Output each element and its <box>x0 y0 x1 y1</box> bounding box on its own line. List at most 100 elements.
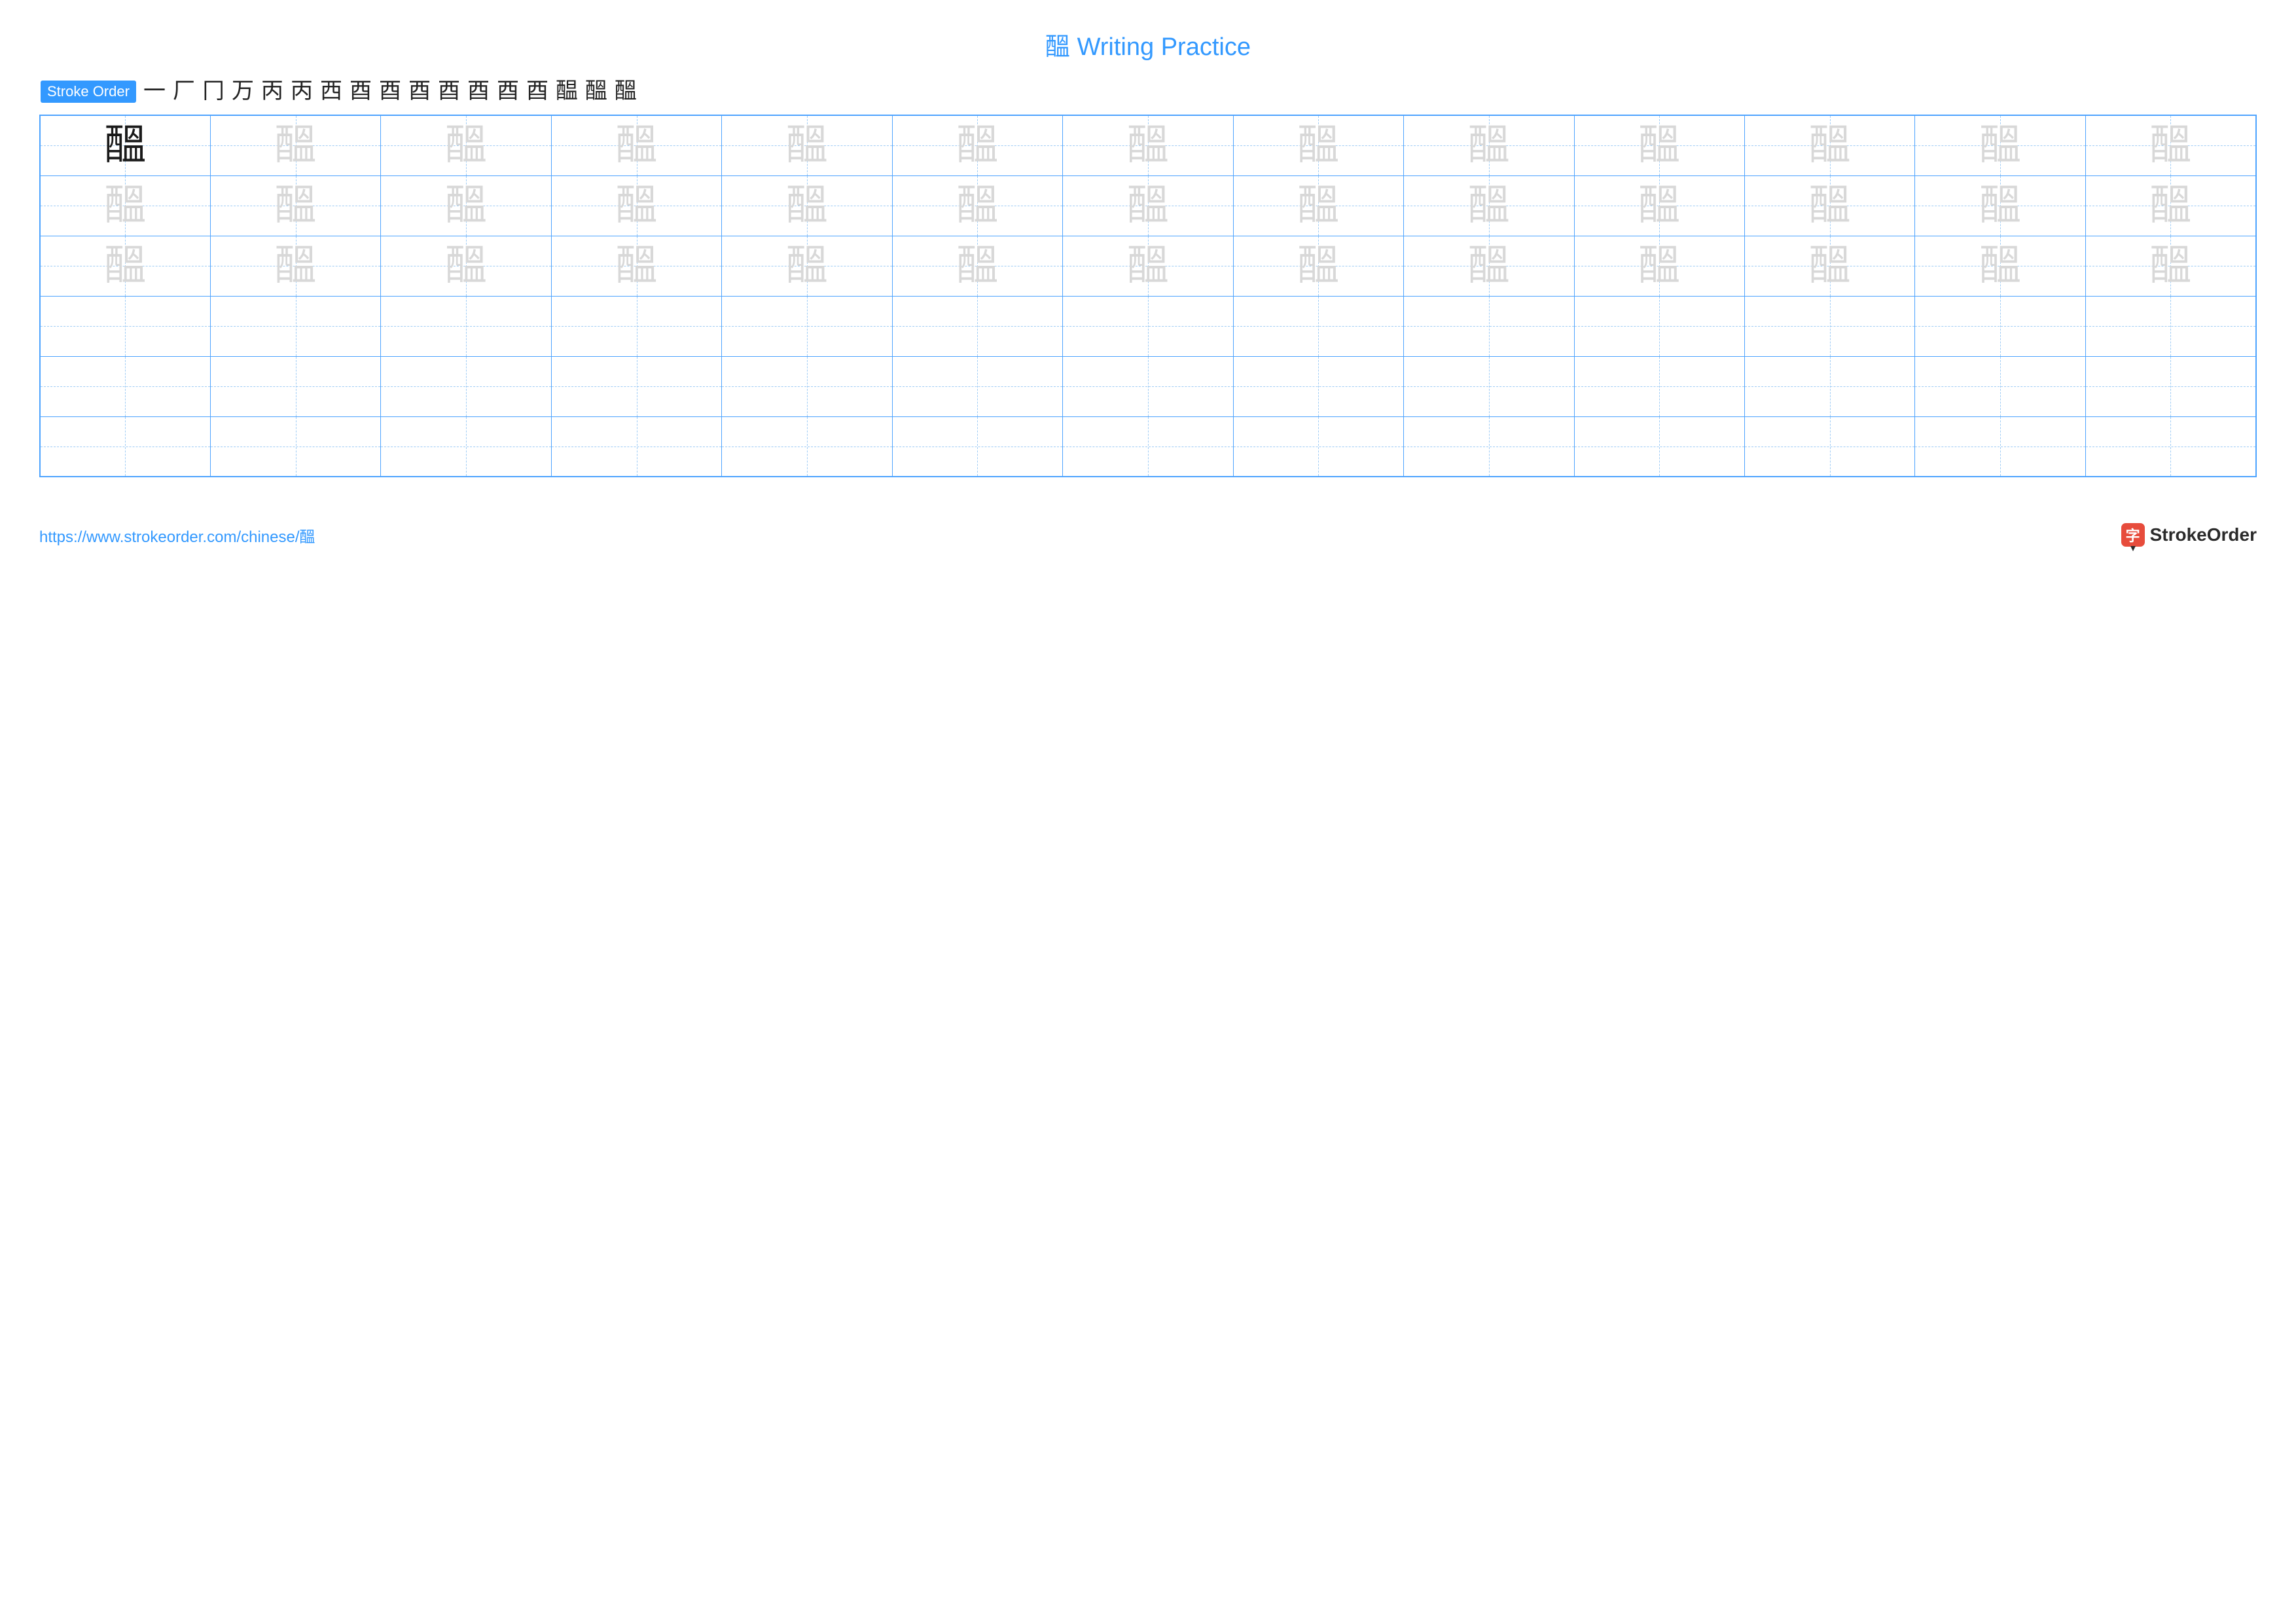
trace-character: 醞 <box>1468 124 1510 166</box>
trace-character: 醞 <box>1809 124 1851 166</box>
trace-character: 醞 <box>1127 185 1169 227</box>
grid-cell <box>1574 416 1744 477</box>
grid-cell: 醞 <box>1915 236 2085 296</box>
grid-cell: 醞 <box>551 236 721 296</box>
trace-character: 醞 <box>275 185 317 227</box>
grid-cell <box>1915 296 2085 356</box>
trace-character: 醞 <box>616 185 658 227</box>
stroke-step: 醖 <box>556 81 578 103</box>
grid-cell: 醞 <box>2085 236 2256 296</box>
grid-cell: 醞 <box>381 115 551 175</box>
grid-cell <box>1745 416 1915 477</box>
stroke-step: 酉 <box>526 81 548 103</box>
grid-cell: 醞 <box>722 175 892 236</box>
grid-cell: 醞 <box>40 175 210 236</box>
grid-cell <box>1233 356 1403 416</box>
trace-character: 醞 <box>786 124 828 166</box>
grid-cell: 醞 <box>722 236 892 296</box>
trace-character: 醞 <box>2149 185 2191 227</box>
grid-cell: 醞 <box>1404 115 1574 175</box>
stroke-step: 厂 <box>173 81 195 103</box>
trace-character: 醞 <box>2149 124 2191 166</box>
grid-cell <box>1233 296 1403 356</box>
grid-cell: 醞 <box>1574 115 1744 175</box>
grid-cell <box>1404 296 1574 356</box>
brand-icon: 字 <box>2121 523 2145 547</box>
grid-cell: 醞 <box>1063 236 1233 296</box>
trace-character: 醞 <box>616 245 658 287</box>
footer-url[interactable]: https://www.strokeorder.com/chinese/醞 <box>39 524 315 547</box>
grid-cell: 醞 <box>1745 115 1915 175</box>
trace-character: 醞 <box>1127 124 1169 166</box>
grid-cell <box>2085 416 2256 477</box>
grid-cell <box>722 416 892 477</box>
trace-character: 醞 <box>1979 185 2021 227</box>
grid-cell <box>210 356 380 416</box>
trace-character: 醞 <box>956 124 998 166</box>
brand[interactable]: 字 StrokeOrder <box>2121 523 2257 547</box>
grid-cell: 醞 <box>551 175 721 236</box>
stroke-step: 万 <box>232 81 254 103</box>
stroke-step: 丙 <box>261 81 283 103</box>
trace-character: 醞 <box>1468 185 1510 227</box>
trace-character: 醞 <box>1979 124 2021 166</box>
stroke-step: 酉 <box>497 81 519 103</box>
grid-cell <box>381 416 551 477</box>
grid-cell <box>1574 296 1744 356</box>
grid-cell: 醞 <box>1574 175 1744 236</box>
stroke-step: 酉 <box>467 81 490 103</box>
grid-cell <box>40 356 210 416</box>
grid-cell: 醞 <box>892 115 1062 175</box>
trace-character: 醞 <box>104 245 146 287</box>
trace-character: 醞 <box>1297 185 1339 227</box>
trace-character: 醞 <box>104 185 146 227</box>
footer: https://www.strokeorder.com/chinese/醞 字 … <box>39 523 2257 547</box>
grid-cell: 醞 <box>40 115 210 175</box>
grid-cell <box>1404 416 1574 477</box>
grid-cell: 醞 <box>1063 115 1233 175</box>
grid-cell <box>722 356 892 416</box>
grid-cell <box>1574 356 1744 416</box>
grid-cell <box>892 416 1062 477</box>
grid-cell: 醞 <box>1745 236 1915 296</box>
grid-cell: 醞 <box>1574 236 1744 296</box>
stroke-order-badge: Stroke Order <box>41 81 136 103</box>
grid-cell: 醞 <box>40 236 210 296</box>
grid-cell <box>551 296 721 356</box>
grid-cell: 醞 <box>210 236 380 296</box>
grid-cell <box>381 356 551 416</box>
trace-character: 醞 <box>275 245 317 287</box>
grid-cell <box>892 356 1062 416</box>
stroke-step: 一 <box>143 81 166 103</box>
trace-character: 醞 <box>1638 124 1680 166</box>
grid-cell <box>1915 416 2085 477</box>
grid-cell <box>722 296 892 356</box>
grid-cell <box>40 416 210 477</box>
practice-grid: 醞醞醞醞醞醞醞醞醞醞醞醞醞醞醞醞醞醞醞醞醞醞醞醞醞醞醞醞醞醞醞醞醞醞醞醞醞醞醞 <box>39 115 2257 477</box>
stroke-step: 醞 <box>615 81 637 103</box>
grid-cell <box>551 356 721 416</box>
grid-cell: 醞 <box>1233 115 1403 175</box>
trace-character: 醞 <box>1809 245 1851 287</box>
grid-cell: 醞 <box>1404 175 1574 236</box>
trace-character: 醞 <box>1127 245 1169 287</box>
stroke-step: 酉 <box>408 81 431 103</box>
stroke-step: 酉 <box>350 81 372 103</box>
trace-character: 醞 <box>1468 245 1510 287</box>
grid-cell: 醞 <box>1233 236 1403 296</box>
grid-cell: 醞 <box>2085 175 2256 236</box>
trace-character: 醞 <box>956 185 998 227</box>
grid-cell <box>2085 296 2256 356</box>
stroke-step: 西 <box>320 81 342 103</box>
trace-character: 醞 <box>956 245 998 287</box>
trace-character: 醞 <box>1809 185 1851 227</box>
trace-character: 醞 <box>275 124 317 166</box>
grid-cell <box>381 296 551 356</box>
model-character: 醞 <box>104 124 146 166</box>
page-title: 醞 Writing Practice <box>39 26 2257 62</box>
grid-cell <box>2085 356 2256 416</box>
grid-cell: 醞 <box>1233 175 1403 236</box>
grid-cell: 醞 <box>210 115 380 175</box>
grid-cell <box>551 416 721 477</box>
grid-cell <box>1745 296 1915 356</box>
